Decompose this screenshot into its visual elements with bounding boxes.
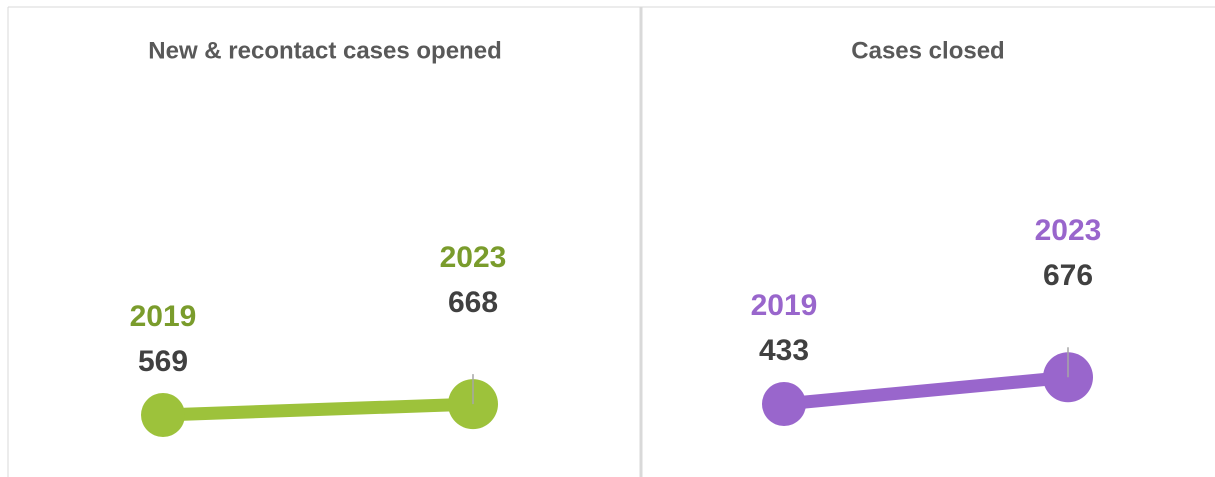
value-label: 668 — [448, 286, 498, 319]
value-label: 569 — [138, 345, 188, 378]
category-label: 2023 — [1035, 214, 1102, 247]
chart-title: Cases closed — [851, 37, 1004, 64]
value-label: 676 — [1043, 259, 1093, 292]
line — [783, 370, 1069, 411]
category-label: 2019 — [751, 289, 818, 322]
line — [162, 397, 474, 422]
category-label: 2023 — [440, 241, 507, 274]
point — [141, 393, 185, 437]
chart-title: New & recontact cases opened — [148, 37, 501, 64]
value-label: 433 — [759, 334, 809, 367]
point — [762, 382, 806, 426]
category-label: 2019 — [130, 300, 197, 333]
